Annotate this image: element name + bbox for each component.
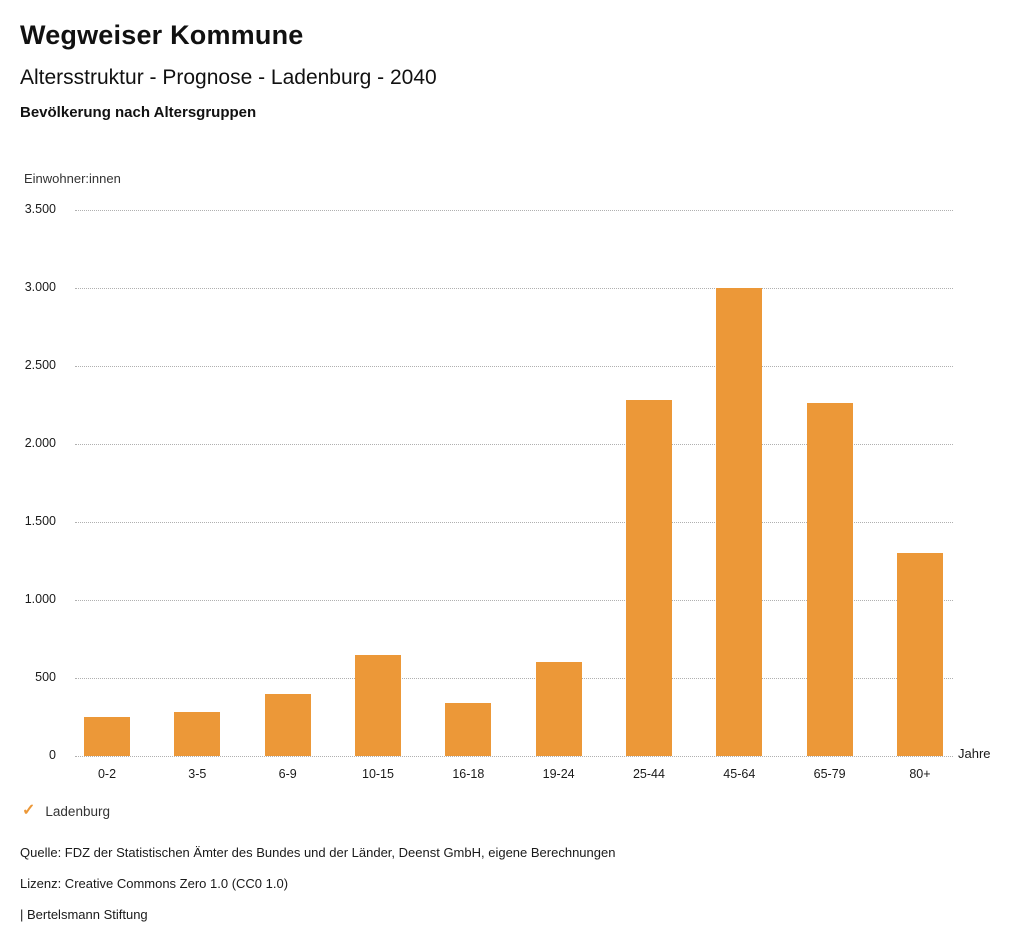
y-tick-2000: 2.000 <box>24 436 56 450</box>
y-tick-1500: 1.500 <box>24 514 56 528</box>
gridline-2500 <box>75 366 953 367</box>
gridline-0 <box>75 756 953 757</box>
y-axis-title: Einwohner:innen <box>24 171 121 186</box>
footer-source: Quelle: FDZ der Statistischen Ämter des … <box>20 845 616 860</box>
x-label-6-9: 6-9 <box>278 767 297 781</box>
bar-3-5[interactable] <box>174 712 221 756</box>
bar-19-24[interactable] <box>535 662 582 756</box>
bar-65-79[interactable] <box>806 403 853 756</box>
gridline-1000 <box>75 600 953 601</box>
gridline-2000 <box>75 444 953 445</box>
gridline-1500 <box>75 522 953 523</box>
y-tick-3000: 3.000 <box>24 280 56 294</box>
y-axis-labels: 0 500 1.000 1.500 2.000 2.500 3.000 3.500 <box>0 202 56 762</box>
x-label-10-15: 10-15 <box>361 767 394 781</box>
x-label-65-79: 65-79 <box>813 767 846 781</box>
x-label-19-24: 19-24 <box>542 767 575 781</box>
bar-80+[interactable] <box>896 553 943 756</box>
x-label-3-5: 3-5 <box>188 767 207 781</box>
check-icon: ✓ <box>22 802 36 819</box>
chart-subtitle: Bevölkerung nach Altersgruppen <box>20 104 257 121</box>
footer-attribution: | Bertelsmann Stiftung <box>20 907 148 922</box>
bar-16-18[interactable] <box>445 702 492 756</box>
legend-item-ladenburg[interactable]: ✓ Ladenburg <box>22 803 110 819</box>
y-tick-0: 0 <box>49 748 56 762</box>
x-axis-unit-label: Jahre <box>958 746 991 761</box>
y-tick-2500: 2.500 <box>24 358 56 372</box>
page-title: Wegweiser Kommune <box>20 20 304 50</box>
bar-45-64[interactable] <box>716 288 763 756</box>
footer-license: Lizenz: Creative Commons Zero 1.0 (CC0 1… <box>20 876 289 891</box>
plot-area: 0-2 3-5 6-9 10-15 16-18 19-24 25-44 45-64 65-79 8… <box>75 210 953 781</box>
gridline-3500 <box>75 210 953 211</box>
x-label-16-18: 16-18 <box>452 767 485 781</box>
legend-label: Ladenburg <box>45 803 110 819</box>
x-label-0-2: 0-2 <box>97 767 117 781</box>
y-tick-500: 500 <box>35 670 56 684</box>
x-label-25-44: 25-44 <box>632 767 665 781</box>
bar-6-9[interactable] <box>264 693 311 756</box>
bar-25-44[interactable] <box>625 400 672 756</box>
bar-10-15[interactable] <box>354 654 401 756</box>
x-label-45-64: 45-64 <box>723 767 756 781</box>
y-tick-1000: 1.000 <box>24 592 56 606</box>
x-label-80+: 80+ <box>909 767 931 781</box>
gridline-500 <box>75 678 953 679</box>
bar-0-2[interactable] <box>84 717 130 756</box>
y-tick-3500: 3.500 <box>24 202 56 216</box>
chart-title: Altersstruktur - Prognose - Ladenburg - … <box>20 66 437 89</box>
gridline-3000 <box>75 288 953 289</box>
